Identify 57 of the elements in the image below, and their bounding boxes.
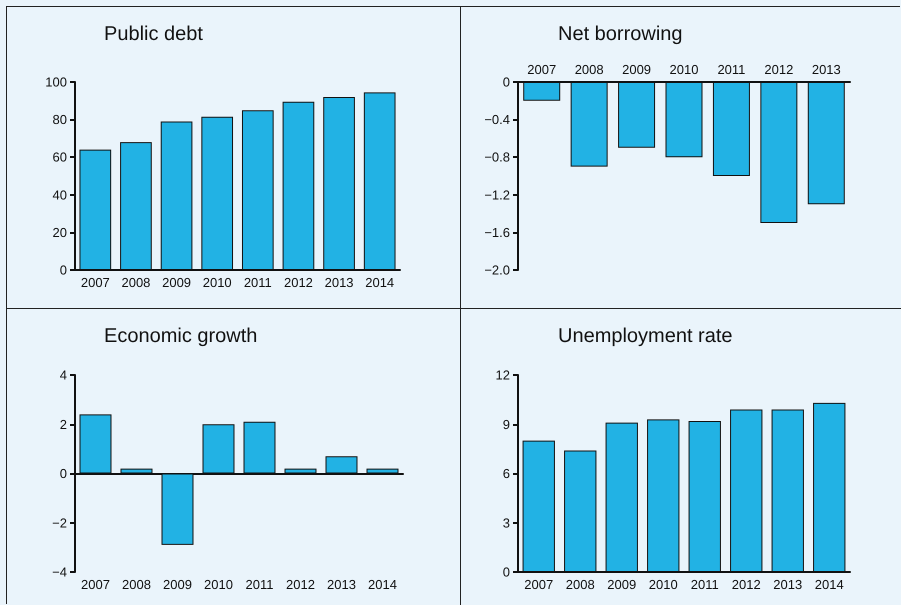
y-tick-label: −1.2 <box>484 187 510 202</box>
chart-title: Public debt <box>104 23 204 45</box>
x-tick-label: 2012 <box>284 275 313 290</box>
x-tick-label: 2009 <box>622 62 652 77</box>
y-tick-label: −0.4 <box>484 112 510 128</box>
x-tick-label: 2009 <box>607 577 636 592</box>
y-tick-label: 12 <box>496 368 510 382</box>
x-tick-label: 2012 <box>732 577 761 592</box>
x-tick-label: 2013 <box>773 577 802 592</box>
x-tick-label: 2010 <box>202 275 232 290</box>
y-tick-label: 0 <box>60 262 67 278</box>
y-tick-label: 100 <box>45 74 67 90</box>
x-tick-label: 2011 <box>690 577 719 592</box>
x-tick-label: 2008 <box>121 275 150 290</box>
x-tick-label: 2014 <box>365 275 394 290</box>
y-tick-label: −1.6 <box>484 224 510 240</box>
x-tick-label: 2014 <box>368 577 397 592</box>
x-tick-label: 2008 <box>574 62 604 77</box>
x-tick-label: 2014 <box>814 577 844 592</box>
x-tick-label: 2010 <box>204 577 233 592</box>
y-tick-label: 0 <box>502 564 510 580</box>
y-tick-label: −4 <box>52 564 67 580</box>
x-tick-label: 2007 <box>524 577 554 592</box>
x-tick-label: 2007 <box>527 62 556 77</box>
x-tick-label: 2013 <box>324 275 354 290</box>
x-tick-label: 2011 <box>717 62 746 77</box>
x-tick-label: 2007 <box>81 577 110 592</box>
x-tick-label: 2013 <box>812 62 841 77</box>
y-tick-label: 2 <box>60 416 67 432</box>
y-tick-label: −0.8 <box>484 150 510 165</box>
y-tick-label: 60 <box>52 150 67 165</box>
x-tick-label: 2011 <box>246 577 274 592</box>
chart-title: Net borrowing <box>558 23 683 45</box>
y-tick-label: 20 <box>52 224 67 240</box>
y-tick-label: 80 <box>52 112 67 128</box>
x-tick-label: 2008 <box>566 577 595 592</box>
y-tick-label: 6 <box>502 466 510 481</box>
y-tick-label: 3 <box>502 515 510 530</box>
x-tick-label: 2009 <box>163 577 192 592</box>
y-tick-label: −2.0 <box>484 262 510 278</box>
chart-title: Economic growth <box>104 325 258 347</box>
x-tick-label: 2012 <box>764 62 794 77</box>
y-tick-label: 9 <box>502 416 510 432</box>
x-tick-label: 2013 <box>327 577 356 592</box>
x-tick-label: 2010 <box>670 62 698 77</box>
x-tick-label: 2010 <box>648 577 678 592</box>
y-tick-label: 4 <box>60 368 67 382</box>
y-tick-label: −2 <box>52 515 67 530</box>
y-tick-label: 0 <box>60 466 67 481</box>
y-tick-label: 40 <box>52 187 67 202</box>
y-tick-label: 0 <box>502 74 510 90</box>
x-tick-label: 2008 <box>122 577 151 592</box>
x-tick-label: 2012 <box>286 577 315 592</box>
chart-title: Unemployment rate <box>558 325 733 347</box>
x-tick-label: 2007 <box>80 275 110 290</box>
x-tick-label: 2011 <box>244 275 272 290</box>
x-tick-label: 2009 <box>162 275 192 290</box>
